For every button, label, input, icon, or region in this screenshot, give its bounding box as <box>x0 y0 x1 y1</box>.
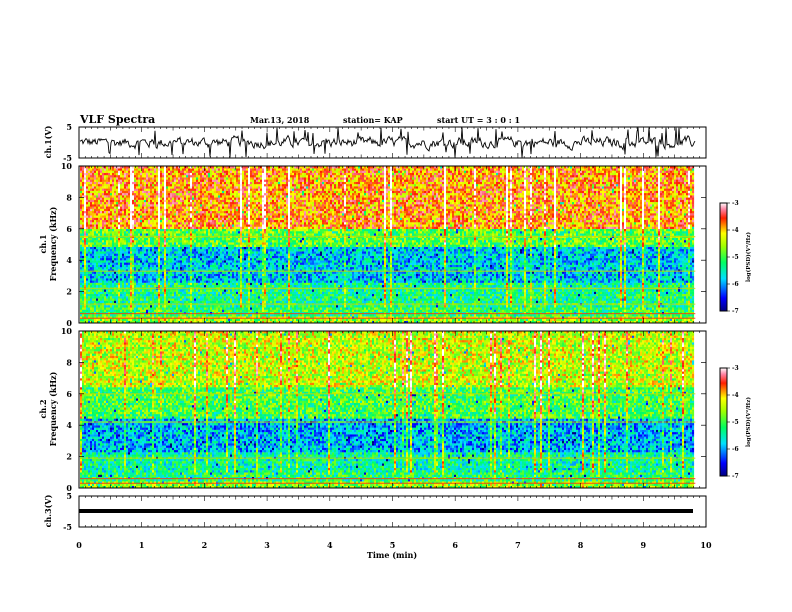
y-tick-label: 10 <box>61 161 73 171</box>
ch1-waveform-ticks <box>78 127 707 158</box>
x-tick-label: 8 <box>578 540 584 550</box>
ch2-spectrogram-panel: 0 2 4 6 8 10 ch.2 Frequency (kHz) <box>38 326 707 493</box>
y-tick-label: 2 <box>66 287 72 297</box>
ch1-spectrogram-image <box>80 166 696 324</box>
colorbar-tick-label: -6 <box>732 446 739 453</box>
colorbar-tick-label: -7 <box>732 473 739 480</box>
x-tick-label: 1 <box>139 540 145 550</box>
ch1-colorbar-gradient <box>720 203 727 311</box>
x-tick-label: 5 <box>390 540 396 550</box>
ch1-waveform-panel: 5 -5 ch.1(V) <box>43 122 707 163</box>
start-ut-label: start UT = 3 : 0 : 1 <box>437 115 520 125</box>
ch1-spectrogram-yticks: 0 2 4 6 8 10 <box>61 161 706 328</box>
colorbar-tick-label: -5 <box>732 419 739 426</box>
colorbar-tick-label: -4 <box>732 227 739 234</box>
x-tick-label: 10 <box>700 540 712 550</box>
y-tick-label: 0 <box>66 483 72 493</box>
x-tick-label: 6 <box>452 540 458 550</box>
figure-title: VLF Spectra <box>79 113 155 126</box>
y-tick-label: 6 <box>66 224 72 234</box>
colorbar-tick-label: -3 <box>732 200 739 207</box>
ch2-spectrogram-ticks <box>78 331 707 488</box>
y-tick-label: 0 <box>66 318 72 328</box>
colorbar-tick-label: -4 <box>732 392 739 399</box>
y-tick-label: 8 <box>66 192 72 202</box>
x-tick-label: 9 <box>641 540 647 550</box>
ch2-spectrogram-yticks: 0 2 4 6 8 10 <box>61 326 706 493</box>
y-tick-label: 2 <box>66 452 72 462</box>
date-label: Mar.13, 2018 <box>250 115 310 125</box>
ch1-waveform-line <box>79 127 696 158</box>
colorbar-tick-label: -6 <box>732 281 739 288</box>
y-tick-label: 10 <box>61 326 73 336</box>
x-tick-label: 3 <box>264 540 270 550</box>
ch2-spectrogram-ylabel-channel: ch.2 <box>38 399 48 418</box>
ch1-spectrogram-panel: 0 2 4 6 8 10 ch.1 Frequency (kHz) <box>38 161 707 328</box>
ch1-spectrogram-ticks <box>78 166 707 323</box>
x-tick-label: 4 <box>327 540 333 550</box>
y-tick-label: 8 <box>66 357 72 367</box>
ch3-waveform-panel: 5 -5 ch.3(V) <box>43 491 707 532</box>
ch1-ytick-bottom: -5 <box>63 153 72 163</box>
ch3-ytick-bottom: -5 <box>63 522 72 532</box>
y-tick-label: 6 <box>66 389 72 399</box>
ch1-spectrogram-ylabel-channel: ch.1 <box>38 234 48 253</box>
ch1-ytick-top: 5 <box>66 122 72 132</box>
ch1-spectrogram-ylabel-frequency: Frequency (kHz) <box>48 206 58 281</box>
ch1-colorbar: -3 -4 -5 -6 -7 log(PSD)(V²/Hz) <box>719 200 752 315</box>
ch2-colorbar: -3 -4 -5 -6 -7 log(PSD)(V²/Hz) <box>719 365 752 480</box>
x-tick-label: 7 <box>515 540 521 550</box>
colorbar-tick-label: -7 <box>732 308 739 315</box>
colorbar-tick-label: -3 <box>732 365 739 372</box>
ch2-spectrogram-ylabel-frequency: Frequency (kHz) <box>48 371 58 446</box>
ch2-colorbar-ticks: -3 -4 -5 -6 -7 <box>727 365 739 480</box>
station-label: station= KAP <box>343 115 403 125</box>
y-tick-label: 4 <box>66 420 72 430</box>
ch3-waveform-line <box>79 509 693 513</box>
ch1-colorbar-ticks: -3 -4 -5 -6 -7 <box>727 200 739 315</box>
x-tick-label: 2 <box>202 540 208 550</box>
x-tick-label: 0 <box>76 540 82 550</box>
ch2-colorbar-label: log(PSD)(V²/Hz) <box>745 397 752 447</box>
time-axis-ticklabels: 0 1 2 3 4 5 6 7 8 9 10 <box>76 540 712 550</box>
ch3-waveform-ticks <box>78 496 707 527</box>
ch2-colorbar-gradient <box>720 368 727 476</box>
ch3-waveform-ylabel: ch.3(V) <box>43 494 53 527</box>
y-tick-label: 4 <box>66 255 72 265</box>
colorbar-tick-label: -5 <box>732 254 739 261</box>
time-axis-label: Time (min) <box>367 550 417 560</box>
ch1-colorbar-label: log(PSD)(V²/Hz) <box>745 232 752 282</box>
ch2-spectrogram-image <box>80 331 696 489</box>
ch3-ytick-top: 5 <box>66 491 72 501</box>
ch1-waveform-ylabel: ch.1(V) <box>43 125 53 158</box>
